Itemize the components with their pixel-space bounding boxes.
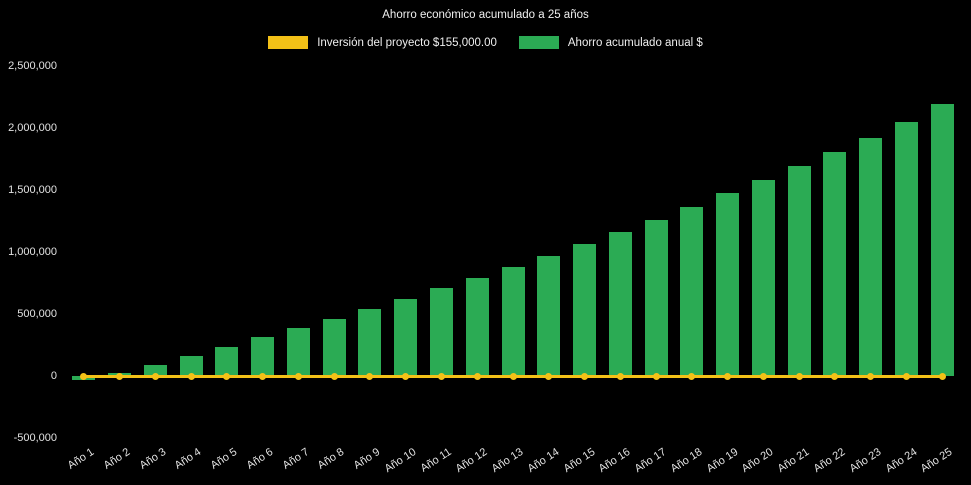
y-tick-label: 2,000,000: [8, 122, 57, 134]
bar-año-24[interactable]: [894, 121, 918, 376]
x-tick-label: Año 18: [668, 446, 705, 476]
investment-marker-año-8-icon[interactable]: [330, 372, 338, 380]
bar-año-22[interactable]: [823, 152, 847, 376]
investment-marker-año-11-icon[interactable]: [437, 372, 445, 380]
bar-año-12[interactable]: [465, 278, 489, 376]
legend-item-investment[interactable]: Inversión del proyecto $155,000.00: [268, 36, 497, 49]
x-tick-label: Año 14: [525, 446, 562, 476]
investment-marker-año-2-icon[interactable]: [116, 372, 124, 380]
x-tick-label: Año 25: [918, 446, 955, 476]
investment-marker-año-20-icon[interactable]: [759, 372, 767, 380]
legend-label-investment: Inversión del proyecto $155,000.00: [317, 36, 497, 49]
bar-año-4[interactable]: [179, 356, 203, 376]
bar-año-23[interactable]: [859, 137, 883, 376]
x-tick-label: Año 12: [454, 446, 490, 476]
bar-año-17[interactable]: [644, 219, 668, 376]
x-tick-label: Año 4: [173, 446, 204, 472]
y-tick-label: 2,500,000: [8, 60, 57, 72]
x-tick-label: Año 16: [597, 446, 633, 476]
legend-label-savings: Ahorro acumulado anual $: [567, 36, 703, 49]
bar-año-7[interactable]: [286, 327, 310, 376]
bar-año-13[interactable]: [501, 266, 525, 376]
y-tick-label: 1,500,000: [8, 184, 57, 196]
investment-marker-año-12-icon[interactable]: [473, 372, 481, 380]
x-tick-label: Año 22: [811, 446, 848, 476]
bar-año-21[interactable]: [787, 165, 811, 376]
x-tick-label: Año 7: [280, 446, 311, 472]
bar-año-18[interactable]: [680, 206, 704, 376]
x-tick-label: Año 6: [244, 446, 276, 472]
bar-año-5[interactable]: [215, 346, 239, 376]
legend-swatch-savings-icon: [518, 36, 559, 49]
investment-marker-año-15-icon[interactable]: [581, 372, 589, 380]
x-tick-label: Año 8: [316, 446, 347, 472]
y-tick-label: -500,000: [13, 432, 57, 444]
bar-año-3[interactable]: [143, 364, 167, 376]
investment-marker-año-5-icon[interactable]: [223, 372, 231, 380]
bar-año-19[interactable]: [716, 193, 740, 376]
investment-marker-año-13-icon[interactable]: [509, 372, 517, 380]
investment-marker-año-16-icon[interactable]: [616, 372, 624, 380]
x-tick-label: Año 2: [101, 446, 133, 472]
x-tick-label: Año 11: [418, 446, 455, 475]
x-tick-label: Año 20: [740, 446, 776, 476]
x-tick-label: Año 5: [208, 446, 240, 472]
bar-año-6[interactable]: [251, 336, 275, 376]
chart-title: Ahorro económico acumulado a 25 años: [382, 9, 589, 21]
investment-marker-año-17-icon[interactable]: [652, 372, 660, 380]
legend-item-savings[interactable]: Ahorro acumulado anual $: [518, 36, 703, 49]
investment-marker-año-10-icon[interactable]: [402, 372, 410, 380]
legend-swatch-investment-icon: [268, 36, 309, 49]
x-tick-label: Año 15: [561, 446, 598, 476]
investment-marker-año-9-icon[interactable]: [366, 372, 374, 380]
bar-año-11[interactable]: [429, 287, 453, 376]
investment-marker-año-25-icon[interactable]: [938, 372, 946, 380]
investment-marker-año-14-icon[interactable]: [545, 372, 553, 380]
x-tick-label: Año 13: [489, 446, 526, 476]
x-tick-label: Año 9: [351, 446, 383, 472]
bar-año-20[interactable]: [751, 180, 775, 376]
x-tick-label: Año 1: [65, 446, 97, 472]
x-tick-label: Año 21: [775, 446, 812, 476]
bar-año-15[interactable]: [573, 243, 597, 376]
x-tick-label: Año 23: [847, 446, 884, 476]
bar-año-16[interactable]: [608, 232, 632, 376]
investment-marker-año-19-icon[interactable]: [724, 372, 732, 380]
bar-año-9[interactable]: [358, 309, 382, 376]
legend: Inversión del proyecto $155,000.00 Ahorr…: [0, 36, 971, 49]
investment-marker-año-18-icon[interactable]: [688, 372, 696, 380]
bar-año-10[interactable]: [394, 299, 418, 376]
investment-marker-año-4-icon[interactable]: [187, 372, 195, 380]
x-tick-label: Año 17: [632, 446, 669, 476]
y-tick-label: 0: [50, 370, 57, 382]
investment-marker-año-6-icon[interactable]: [259, 372, 267, 380]
investment-marker-año-1-icon[interactable]: [80, 372, 88, 380]
investment-marker-año-23-icon[interactable]: [867, 372, 875, 380]
investment-marker-año-7-icon[interactable]: [294, 372, 302, 380]
x-tick-label: Año 24: [883, 446, 919, 476]
bar-año-8[interactable]: [322, 318, 346, 376]
y-tick-label: 500,000: [17, 308, 57, 320]
x-tick-label: Año 3: [137, 446, 168, 472]
bar-año-14[interactable]: [537, 255, 561, 376]
investment-marker-año-24-icon[interactable]: [902, 372, 910, 380]
bar-año-25[interactable]: [930, 104, 954, 376]
investment-marker-año-21-icon[interactable]: [795, 372, 803, 380]
x-tick-label: Año 10: [382, 446, 419, 476]
investment-marker-año-22-icon[interactable]: [831, 372, 839, 380]
investment-marker-año-3-icon[interactable]: [151, 372, 159, 380]
x-tick-label: Año 19: [704, 446, 741, 476]
y-tick-label: 1,000,000: [8, 246, 57, 258]
